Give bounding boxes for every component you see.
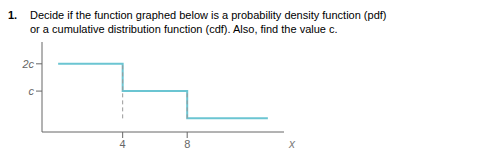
svg-text:4: 4 <box>120 138 126 150</box>
html-text:Decide if the function graphed: Decide if the function graphed below is … <box>30 9 387 21</box>
svg-text:2c: 2c <box>21 58 34 70</box>
svg-text:8: 8 <box>184 138 190 150</box>
svg-text:c: c <box>29 85 35 97</box>
html-text:1.: 1. <box>8 9 18 21</box>
svg-text:x: x <box>288 137 296 151</box>
html-text:or a cumulative distribution f: or a cumulative distribution function (c… <box>30 23 338 35</box>
